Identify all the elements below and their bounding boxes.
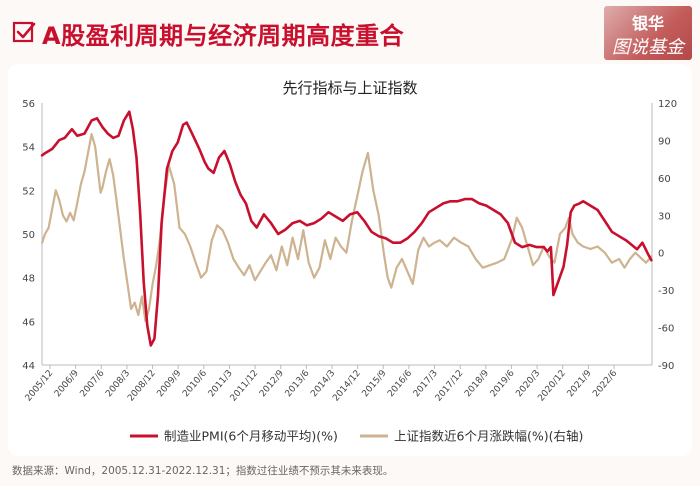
series-line-pmi bbox=[40, 110, 653, 347]
y-left-tick-label: 52 bbox=[22, 186, 35, 197]
logo-background bbox=[604, 6, 692, 60]
y-left-tick-label: 50 bbox=[22, 230, 35, 241]
legend-item-pmi-label: 制造业PMI(6个月移动平均)(%) bbox=[164, 429, 338, 444]
y-left-tick-label: 48 bbox=[22, 274, 35, 285]
y-right-tick-label: -30 bbox=[658, 286, 674, 297]
y-right-tick-label: 0 bbox=[658, 249, 664, 260]
x-tick-label: 2007/6 bbox=[79, 368, 107, 399]
y-left-tick-label: 46 bbox=[22, 317, 35, 328]
x-tick-label: 2017/12 bbox=[434, 369, 466, 404]
y-right-tick-label: 60 bbox=[658, 174, 671, 185]
x-tick-label: 2018/9 bbox=[463, 368, 491, 399]
y-right-tick-label: -60 bbox=[658, 324, 674, 335]
y-right-tick-label: 30 bbox=[658, 211, 671, 222]
y-right-tick-label: -90 bbox=[658, 361, 674, 372]
chart-title: 先行指标与上证指数 bbox=[282, 79, 418, 97]
header: A股盈利周期与经济周期高度重合 银华 图说基金 bbox=[0, 0, 700, 62]
x-tick-label: 2005/12 bbox=[24, 369, 56, 404]
x-tick-label: 2013/6 bbox=[284, 368, 312, 399]
legend-item-index-label: 上证指数近6个月涨跌幅(%)(右轴) bbox=[394, 429, 583, 444]
x-tick-label: 2022/6 bbox=[591, 368, 619, 399]
x-tick-label: 2009/9 bbox=[155, 368, 183, 399]
x-tick-label: 2019/6 bbox=[489, 368, 517, 399]
y-right-tick-label: 120 bbox=[658, 99, 677, 110]
x-tick-label: 2020/12 bbox=[536, 369, 568, 404]
x-tick-label: 2015/9 bbox=[361, 368, 389, 399]
x-tick-label: 2016/6 bbox=[386, 368, 414, 399]
x-tick-label: 2006/9 bbox=[53, 368, 81, 399]
x-tick-label: 2014/12 bbox=[331, 369, 363, 404]
y-right-tick-label: 90 bbox=[658, 136, 671, 147]
source-note: 数据来源：Wind，2005.12.31-2022.12.31；指数过往业绩不预… bbox=[12, 465, 394, 477]
y-left-tick-label: 56 bbox=[22, 99, 35, 110]
x-tick-label: 2011/12 bbox=[229, 369, 261, 404]
x-tick-label: 2021/9 bbox=[566, 368, 594, 399]
y-left-tick-label: 44 bbox=[22, 361, 35, 372]
checkbox-icon bbox=[12, 21, 36, 43]
logo-line-1: 银华 bbox=[631, 14, 664, 33]
x-tick-label: 2012/9 bbox=[258, 368, 286, 399]
y-left-tick-label: 54 bbox=[22, 143, 35, 154]
series-line-index bbox=[40, 133, 653, 323]
brand-logo: 银华 图说基金 bbox=[604, 6, 692, 60]
logo-line-2: 图说基金 bbox=[612, 37, 684, 58]
x-tick-label: 2008/12 bbox=[126, 369, 158, 404]
x-tick-label: 2010/6 bbox=[181, 368, 209, 399]
page-title: A股盈利周期与经济周期高度重合 bbox=[42, 22, 405, 50]
